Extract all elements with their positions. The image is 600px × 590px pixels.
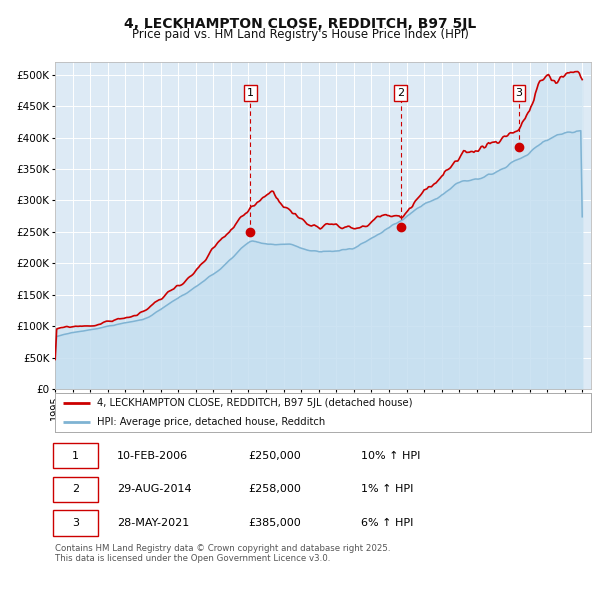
Text: £258,000: £258,000 <box>248 484 301 494</box>
Text: 10-FEB-2006: 10-FEB-2006 <box>117 451 188 461</box>
Text: 3: 3 <box>515 88 523 98</box>
Text: 2: 2 <box>72 484 79 494</box>
Text: Price paid vs. HM Land Registry's House Price Index (HPI): Price paid vs. HM Land Registry's House … <box>131 28 469 41</box>
Text: 3: 3 <box>72 518 79 528</box>
Text: 2: 2 <box>397 88 404 98</box>
Text: HPI: Average price, detached house, Redditch: HPI: Average price, detached house, Redd… <box>97 417 325 427</box>
Text: Contains HM Land Registry data © Crown copyright and database right 2025.
This d: Contains HM Land Registry data © Crown c… <box>55 544 391 563</box>
FancyBboxPatch shape <box>53 443 98 468</box>
Text: 28-MAY-2021: 28-MAY-2021 <box>117 518 189 528</box>
Text: 29-AUG-2014: 29-AUG-2014 <box>117 484 191 494</box>
Text: £385,000: £385,000 <box>248 518 301 528</box>
FancyBboxPatch shape <box>53 510 98 536</box>
Text: 10% ↑ HPI: 10% ↑ HPI <box>361 451 420 461</box>
Text: 4, LECKHAMPTON CLOSE, REDDITCH, B97 5JL (detached house): 4, LECKHAMPTON CLOSE, REDDITCH, B97 5JL … <box>97 398 412 408</box>
Text: 1% ↑ HPI: 1% ↑ HPI <box>361 484 413 494</box>
FancyBboxPatch shape <box>53 477 98 502</box>
Text: 1: 1 <box>247 88 254 98</box>
Text: £250,000: £250,000 <box>248 451 301 461</box>
Text: 6% ↑ HPI: 6% ↑ HPI <box>361 518 413 528</box>
Text: 4, LECKHAMPTON CLOSE, REDDITCH, B97 5JL: 4, LECKHAMPTON CLOSE, REDDITCH, B97 5JL <box>124 17 476 31</box>
Text: 1: 1 <box>72 451 79 461</box>
